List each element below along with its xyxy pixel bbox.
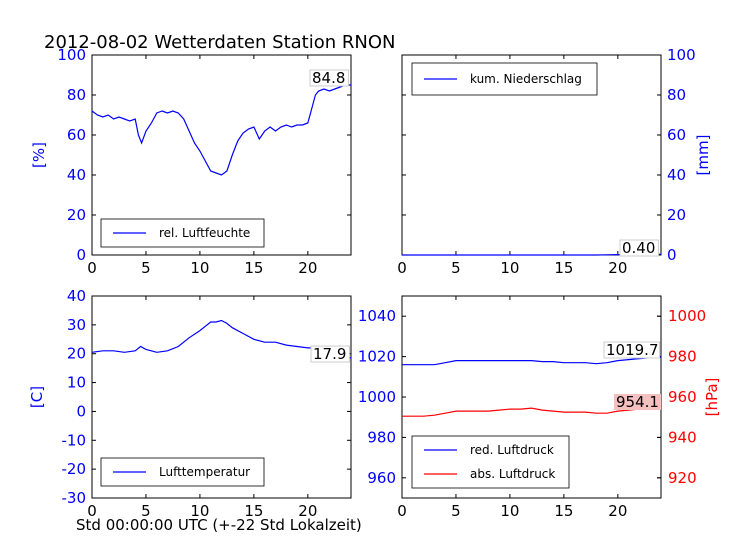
legend-label: rel. Luftfeuchte	[159, 226, 250, 240]
x-tick-label: 0	[87, 502, 97, 520]
x-tick-label: 0	[397, 502, 407, 520]
legend-label: abs. Luftdruck	[470, 467, 555, 481]
x-tick-label: 0	[397, 259, 407, 277]
y-tick-label: 1020	[358, 348, 396, 366]
y-tick-label: 80	[67, 86, 86, 104]
right-y-tick-label: 960	[668, 388, 697, 406]
x-tick-label: 15	[554, 259, 573, 277]
precipitation-y-axis-label: [mm]	[694, 135, 712, 176]
y-tick-label: 1040	[358, 307, 396, 325]
last-value-label: 0.40	[622, 239, 655, 257]
y-tick-label: 0	[76, 246, 86, 264]
last-value-box	[310, 345, 350, 363]
legend-label: red. Luftdruck	[470, 443, 554, 457]
last-value-label: 17.9	[313, 345, 346, 363]
y-tick-label: 960	[367, 469, 396, 487]
y-tick-label: -30	[62, 489, 87, 507]
x-tick-label: 20	[298, 259, 317, 277]
last-value-label: 1019.7	[606, 341, 659, 359]
x-tick-label: 5	[451, 259, 461, 277]
figure-title: 2012-08-02 Wetterdaten Station RNON	[44, 32, 396, 53]
x-tick-label: 10	[500, 259, 519, 277]
y-tick-label: 20	[667, 206, 686, 224]
x-tick-label: 15	[244, 259, 263, 277]
y-tick-label: 100	[57, 46, 86, 64]
y-tick-label: 1000	[358, 388, 396, 406]
last-value-box	[603, 341, 661, 359]
x-tick-label: 5	[141, 502, 151, 520]
legend-label: Lufttemperatur	[159, 465, 250, 479]
y-tick-label: 60	[667, 126, 686, 144]
x-tick-label: 15	[244, 502, 263, 520]
humidity-y-axis-label: [%]	[30, 142, 48, 168]
last-value-label: 84.8	[312, 69, 345, 87]
x-tick-label: 15	[554, 502, 573, 520]
y-tick-label: -10	[62, 431, 87, 449]
y-tick-label: 20	[67, 345, 86, 363]
pressure-legend-box	[411, 435, 570, 489]
right-y-tick-label: 1000	[668, 307, 706, 325]
humidity-series-line-0	[91, 84, 351, 176]
x-tick-label: 10	[190, 502, 209, 520]
legend-label: kum. Niederschlag	[470, 72, 582, 86]
x-tick-label: 20	[608, 502, 627, 520]
y-tick-label: 0	[76, 402, 86, 420]
y-tick-label: -20	[62, 460, 87, 478]
x-tick-label: 5	[451, 502, 461, 520]
pressure-series-line-0	[402, 356, 662, 366]
x-tick-label: 20	[608, 259, 627, 277]
y-tick-label: 80	[667, 86, 686, 104]
y-tick-label: 40	[67, 166, 86, 184]
y-tick-label: 20	[67, 206, 86, 224]
last-value-box	[614, 394, 661, 410]
y-tick-label: 60	[67, 126, 86, 144]
x-tick-label: 5	[141, 259, 151, 277]
right-y-tick-label: 980	[668, 348, 697, 366]
y-tick-label: 100	[667, 46, 696, 64]
right-y-tick-label: 920	[668, 469, 697, 487]
y-tick-label: 30	[67, 316, 86, 334]
y-tick-label: 40	[67, 287, 86, 305]
y-tick-label: 0	[667, 246, 677, 264]
y-tick-label: 10	[67, 374, 86, 392]
precipitation-panel: 0 5 10 15 20 0 20 40 60 80 100 [mm] 0.40 kum. Nieders…	[397, 46, 712, 277]
right-y-tick-label: 940	[668, 428, 697, 446]
last-value-box	[309, 69, 349, 87]
temperature-panel: 0 5 10 15 20 -30 -20 -10 0 10 20 30 40 [C] 17.9 Lufttem…	[28, 287, 352, 520]
humidity-panel: 0 5 10 15 20 0 20 40 60 80 100 [%] 84.8 rel. Luftfeuc…	[30, 46, 352, 277]
x-tick-label: 0	[87, 259, 97, 277]
y-tick-label: 40	[667, 166, 686, 184]
pressure-panel: 0 5 10 15 20 960 980 1000 1020 1040 920 940 960 980 10…	[358, 295, 721, 520]
pressure-right-y-axis-label: [hPa]	[703, 378, 721, 417]
x-axis-caption: Std 00:00:00 UTC (+-22 Std Lokalzeit)	[76, 516, 362, 534]
y-tick-label: 980	[367, 428, 396, 446]
temperature-series-line-0	[91, 319, 352, 359]
last-value-box	[619, 239, 659, 257]
temperature-y-axis-label: [C]	[28, 386, 46, 408]
x-tick-label: 20	[298, 502, 317, 520]
last-value-label: 954.1	[616, 393, 659, 411]
x-tick-label: 10	[500, 502, 519, 520]
x-tick-label: 10	[190, 259, 209, 277]
pressure-series-line-1	[402, 407, 662, 417]
